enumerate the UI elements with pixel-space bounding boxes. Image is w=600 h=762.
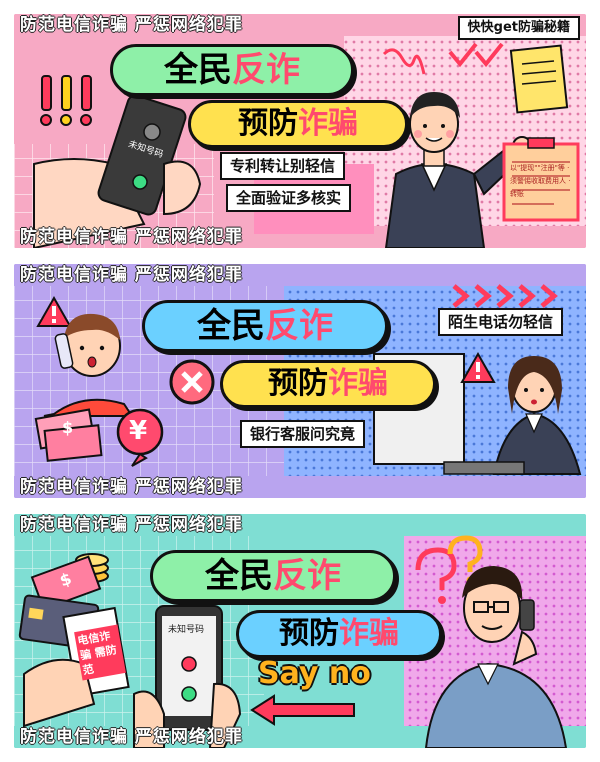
money-bill-icon xyxy=(30,555,102,611)
banner2-subtitle-b: 诈骗 xyxy=(328,366,388,401)
banner2-title-b: 反诈 xyxy=(265,306,333,346)
banner1-subtitle: 预防诈骗 xyxy=(188,100,408,148)
warning-icon xyxy=(460,351,496,383)
arrow-left-icon xyxy=(250,694,355,726)
banner1-subtitle-b: 诈骗 xyxy=(298,106,358,141)
banner2-title: 全民反诈 xyxy=(142,300,388,352)
boy-on-phone-figure xyxy=(43,313,134,417)
banner2-tip2: 银行客服问究竟 xyxy=(240,420,366,448)
banner1-title-a: 全民 xyxy=(164,50,232,90)
banner2-strip-bottom: 防范电信诈骗 严惩网络犯罪 xyxy=(20,477,243,497)
banner1-strip-bottom: 防范电信诈骗 严惩网络犯罪 xyxy=(20,227,243,247)
banner-anti-fraud-2: 防范电信诈骗 严惩网络犯罪 全民反诈 预防诈骗 陌生电话勿轻信 银行客服问究竟 … xyxy=(14,264,586,498)
man-with-glasses-figure xyxy=(424,566,568,748)
banner3-subtitle-a: 预防 xyxy=(279,616,339,651)
banner2-strip-top: 防范电信诈骗 严惩网络犯罪 xyxy=(20,265,243,285)
checkmark-icon xyxy=(448,42,504,68)
banner1-title: 全民反诈 xyxy=(110,44,354,96)
chevron-right-icons xyxy=(452,284,558,308)
woman-at-desk-figure xyxy=(443,356,582,475)
banner3-card-text: 电信诈骗 需防范 xyxy=(74,624,126,681)
warning-icon xyxy=(36,295,72,327)
banner3-say-no: Say no xyxy=(258,656,371,691)
banner2-title-a: 全民 xyxy=(197,306,265,346)
banner2-tip1: 陌生电话勿轻信 xyxy=(438,308,564,336)
banner3-subtitle-b: 诈骗 xyxy=(339,616,399,651)
banner2-yen-symbol: ¥ xyxy=(129,416,148,446)
phone-icon xyxy=(133,605,242,748)
notepad-icon xyxy=(509,44,569,114)
banner3-strip-top: 防范电信诈骗 严惩网络犯罪 xyxy=(20,515,243,535)
banner3-title-a: 全民 xyxy=(205,556,273,596)
phone-icon xyxy=(33,94,202,248)
banner2-subtitle: 预防诈骗 xyxy=(220,360,436,408)
banner2-money-symbol: $ xyxy=(62,418,74,437)
banner-anti-fraud-3: 防范电信诈骗 严惩网络犯罪 全民反诈 预防诈骗 Say no 未知号码 电信诈骗… xyxy=(14,514,586,748)
banner3-title: 全民反诈 xyxy=(150,550,396,602)
banner1-strip-top: 防范电信诈骗 严惩网络犯罪 xyxy=(20,15,243,35)
banner1-subtitle-a: 预防 xyxy=(238,106,298,141)
banner1-tip2: 全面验证多核实 xyxy=(226,184,352,212)
banner3-subtitle: 预防诈骗 xyxy=(236,610,442,658)
money-bills-icon xyxy=(34,408,103,462)
banner1-corner-tag: 快快get防骗秘籍 xyxy=(457,16,580,40)
banner1-tip1: 专利转让别轻信 xyxy=(220,152,346,180)
close-x-icon xyxy=(169,359,215,405)
exclamation-icon xyxy=(40,75,92,126)
banner3-phone-label: 未知号码 xyxy=(168,625,205,635)
banner1-clipboard-text: 以"提现""注册"等 · 须警惕收取费用人 · 转账 xyxy=(510,164,571,198)
banner2-subtitle-a: 预防 xyxy=(268,366,328,401)
banner3-title-b: 反诈 xyxy=(273,556,341,596)
banner-anti-fraud-1: 防范电信诈骗 严惩网络犯罪 快快get防骗秘籍 全民反诈 预防诈骗 专利转让别轻… xyxy=(14,14,586,248)
banner3-strip-bottom: 防范电信诈骗 严惩网络犯罪 xyxy=(20,727,243,747)
clipboard-icon xyxy=(502,137,580,222)
banner1-title-b: 反诈 xyxy=(232,50,300,90)
yen-coin-icon xyxy=(116,408,164,467)
